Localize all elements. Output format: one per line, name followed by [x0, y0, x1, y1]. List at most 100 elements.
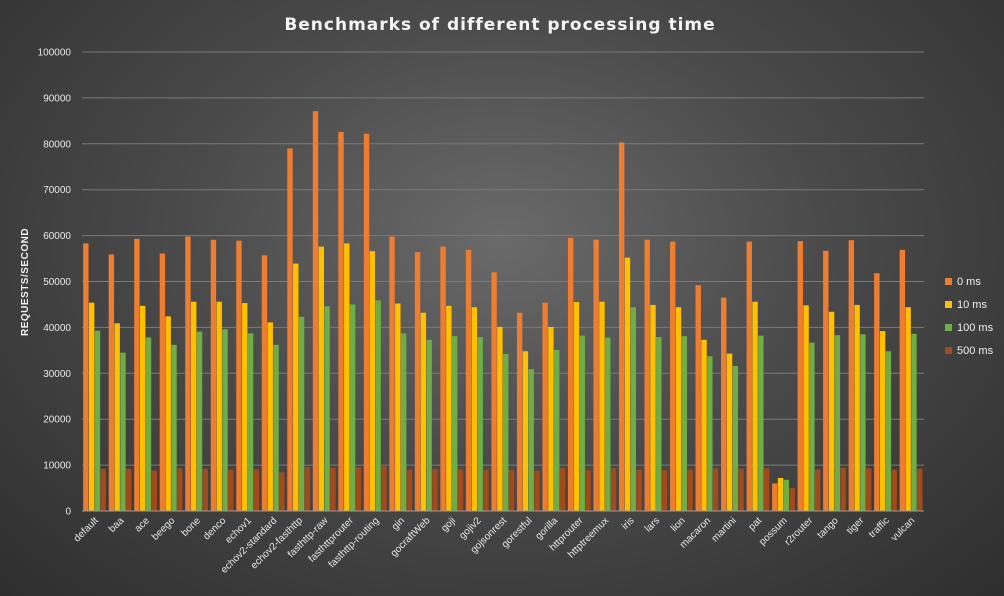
y-tick-label: 70000	[43, 185, 71, 196]
bar-tiger-0ms	[848, 240, 855, 511]
bar-fasthttp-routing-10ms	[369, 251, 376, 511]
bar-lion-0ms	[670, 241, 676, 511]
bar-goji-500ms	[457, 469, 464, 511]
bar-denco-500ms	[228, 469, 234, 511]
x-tick-label: gin	[390, 515, 407, 532]
bar-r2router-100ms	[809, 342, 815, 511]
bar-beego-100ms	[171, 344, 177, 511]
bar-httptreemux-10ms	[599, 301, 605, 511]
bar-gorilla-500ms	[559, 468, 566, 511]
bar-pat-100ms	[758, 335, 764, 511]
bar-traffic-0ms	[874, 273, 880, 511]
bar-echov2-standard-10ms	[267, 322, 273, 511]
x-tick-label: martini	[710, 515, 739, 544]
bar-fasthttp-raw-100ms	[324, 306, 330, 511]
bar-echov1-0ms	[236, 240, 242, 512]
bar-lion-100ms	[681, 336, 688, 511]
legend-swatch	[945, 278, 952, 285]
bar-gorestful-100ms	[528, 369, 534, 511]
x-tick-label: goji	[439, 515, 458, 534]
bar-vulcan-500ms	[917, 468, 923, 511]
bar-possum-10ms	[777, 477, 784, 511]
bar-pat-0ms	[746, 241, 752, 511]
bar-echov2-standard-0ms	[261, 255, 268, 511]
bar-gojiv2-500ms	[483, 469, 489, 511]
x-tick-label: default	[72, 515, 101, 544]
bar-default-0ms	[83, 243, 89, 511]
bar-baa-100ms	[120, 352, 126, 511]
bar-ace-500ms	[151, 470, 157, 511]
bar-iris-10ms	[624, 257, 631, 511]
bar-vulcan-0ms	[899, 249, 906, 512]
y-tick-label: 0	[65, 507, 71, 518]
legend-swatch	[945, 347, 952, 354]
x-tick-label: tango	[815, 515, 841, 541]
bar-r2router-0ms	[797, 241, 803, 511]
bar-macaron-0ms	[695, 285, 701, 511]
y-tick-label: 90000	[43, 93, 71, 104]
x-tick-label: r2router	[783, 515, 816, 548]
bar-gojiv2-0ms	[465, 249, 472, 512]
bar-bone-0ms	[185, 236, 191, 511]
bar-beego-500ms	[177, 468, 183, 511]
bar-vulcan-100ms	[911, 333, 917, 511]
bar-gojsonrest-100ms	[503, 354, 509, 511]
bar-gojiv2-10ms	[471, 307, 478, 511]
bar-echov1-100ms	[247, 333, 254, 511]
bar-fasthttprouter-0ms	[338, 131, 344, 511]
bar-gojsonrest-0ms	[491, 272, 497, 511]
bar-echov2-fasthttp-500ms	[304, 466, 311, 511]
bar-httprouter-0ms	[567, 237, 574, 511]
bar-gocraftWeb-100ms	[426, 339, 432, 511]
bar-fasthttp-routing-100ms	[375, 300, 381, 511]
bar-echov2-fasthttp-10ms	[293, 263, 299, 511]
x-tick-label: iris	[620, 515, 637, 532]
bar-macaron-10ms	[701, 339, 707, 511]
bar-traffic-100ms	[885, 351, 892, 511]
y-tick-label: 80000	[43, 139, 71, 150]
x-tick-label: bone	[179, 515, 203, 539]
bar-possum-0ms	[772, 483, 778, 511]
bar-beego-10ms	[165, 316, 171, 511]
bar-gorilla-10ms	[548, 326, 554, 511]
bar-martini-0ms	[721, 297, 727, 511]
y-axis-label: REQUESTS/SECOND	[20, 228, 31, 336]
bar-ace-10ms	[139, 305, 146, 511]
bar-iris-100ms	[630, 307, 636, 511]
bar-vulcan-10ms	[905, 307, 911, 511]
y-axis-ticks: 0 10000 20000 30000 40000 50000 60000 70000 8000…	[38, 48, 72, 518]
x-tick-label: beego	[150, 515, 178, 543]
bar-gin-0ms	[389, 236, 395, 511]
bar-fasthttprouter-100ms	[349, 304, 356, 511]
bar-bone-10ms	[191, 301, 197, 511]
y-tick-label: 60000	[43, 231, 71, 242]
bar-echov2-fasthttp-100ms	[298, 316, 305, 511]
x-tick-label: lion	[669, 515, 688, 534]
bar-tango-100ms	[834, 335, 841, 511]
bar-default-10ms	[88, 302, 95, 511]
bar-tiger-100ms	[860, 334, 866, 511]
bar-gojsonrest-10ms	[497, 326, 503, 511]
bar-denco-10ms	[216, 301, 222, 511]
bar-gin-10ms	[395, 303, 401, 511]
bar-default-100ms	[94, 330, 101, 511]
bar-lars-0ms	[644, 239, 650, 511]
bar-tiger-500ms	[866, 468, 872, 511]
legend-label: 0 ms	[957, 276, 981, 288]
bar-bone-500ms	[202, 468, 209, 511]
bar-gojiv2-100ms	[477, 337, 483, 511]
bar-traffic-10ms	[879, 331, 886, 511]
bar-tango-10ms	[828, 311, 835, 511]
bar-gocraftWeb-0ms	[414, 252, 421, 511]
bar-pat-500ms	[763, 468, 770, 511]
bar-fasthttp-routing-500ms	[381, 466, 387, 511]
bar-goji-10ms	[446, 305, 452, 511]
bar-httptreemux-0ms	[593, 239, 599, 511]
bar-echov1-500ms	[253, 469, 260, 511]
bar-gorilla-0ms	[542, 302, 548, 511]
legend-label: 100 ms	[957, 322, 994, 334]
legend-label: 500 ms	[957, 345, 994, 357]
bar-denco-100ms	[222, 329, 228, 511]
